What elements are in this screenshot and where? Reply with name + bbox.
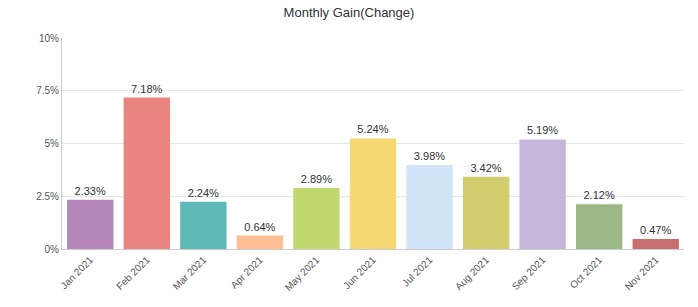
svg-text:Monthly Gain(Change): Monthly Gain(Change) (284, 5, 415, 20)
svg-text:Aug 2021: Aug 2021 (453, 254, 491, 292)
svg-text:Jan 2021: Jan 2021 (58, 254, 95, 291)
svg-text:2.24%: 2.24% (188, 187, 219, 199)
svg-text:7.18%: 7.18% (131, 83, 162, 95)
svg-text:2.5%: 2.5% (36, 191, 59, 202)
svg-text:Feb 2021: Feb 2021 (114, 254, 152, 292)
svg-text:0%: 0% (45, 244, 60, 255)
svg-text:3.42%: 3.42% (470, 162, 501, 174)
svg-text:2.89%: 2.89% (301, 173, 332, 185)
svg-text:2.33%: 2.33% (75, 185, 106, 197)
svg-text:3.98%: 3.98% (414, 150, 445, 162)
svg-text:Mar 2021: Mar 2021 (171, 254, 209, 292)
svg-text:5%: 5% (45, 138, 60, 149)
svg-text:7.5%: 7.5% (36, 85, 59, 96)
svg-text:0.64%: 0.64% (244, 221, 275, 233)
svg-text:Sep 2021: Sep 2021 (510, 254, 548, 292)
svg-text:Apr 2021: Apr 2021 (228, 254, 265, 291)
svg-text:Oct 2021: Oct 2021 (568, 254, 605, 291)
svg-text:May 2021: May 2021 (283, 254, 322, 293)
svg-text:Jun 2021: Jun 2021 (341, 254, 378, 291)
svg-text:10%: 10% (39, 33, 59, 44)
svg-text:0.47%: 0.47% (640, 224, 671, 236)
svg-text:5.24%: 5.24% (357, 123, 388, 135)
svg-text:Jul 2021: Jul 2021 (400, 254, 435, 289)
svg-text:5.19%: 5.19% (527, 124, 558, 136)
svg-text:2.12%: 2.12% (583, 189, 614, 201)
svg-text:Nov 2021: Nov 2021 (623, 254, 661, 292)
